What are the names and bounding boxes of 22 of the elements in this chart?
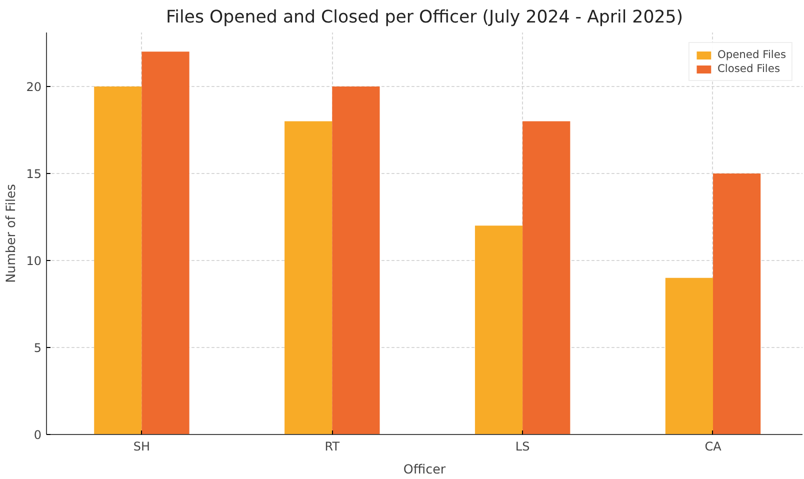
bar [474, 226, 523, 434]
y-tick-label: 10 [26, 254, 42, 268]
x-axis-title: Officer [403, 462, 446, 476]
x-tick-label: SH [133, 440, 150, 454]
bar [284, 121, 332, 434]
x-tick-label: RT [324, 440, 340, 454]
y-tick-label: 20 [26, 80, 42, 94]
bar [522, 121, 570, 434]
y-tick-label: 5 [34, 340, 42, 355]
y-tick-label: 15 [26, 166, 42, 181]
legend-label: Closed Files [717, 62, 780, 75]
bar [665, 278, 713, 434]
bar [94, 86, 142, 434]
bar [142, 52, 190, 434]
y-axis-title: Number of Files [3, 184, 18, 283]
bar [332, 86, 380, 434]
x-tick-label: CA [704, 440, 722, 454]
y-tick-label: 0 [34, 428, 42, 442]
chart-title: Files Opened and Closed per Officer (July 2024 - April 2025) [166, 8, 684, 28]
x-tick-label: LS [515, 440, 530, 454]
legend-label: Opened Files [717, 48, 786, 61]
bar [713, 173, 761, 434]
